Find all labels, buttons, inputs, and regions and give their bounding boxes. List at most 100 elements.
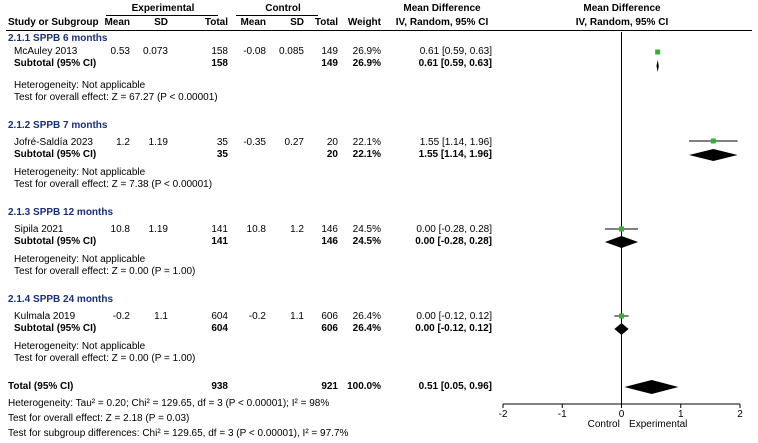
exp-sd: 1.19 [148,137,168,148]
subtotal-weight: 26.9% [352,58,381,69]
ci: 0.00 [-0.12, 0.12] [416,311,492,322]
ctl-mean: -0.2 [248,311,266,322]
total-ctl-total: 921 [321,381,338,392]
group-title: 2.1.2 SPPB 7 months [8,120,108,131]
ctl-sd: 0.085 [278,46,304,57]
exp-sd: 1.1 [154,311,168,322]
x-tick-label: -2 [499,409,508,420]
subtotal-diamond [614,323,629,335]
ctl-mean: -0.35 [243,137,266,148]
subtotal-exp-total: 604 [211,323,228,334]
subtotal-label: Subtotal (95% CI) [14,58,97,69]
total-overall-effect-text: Test for overall effect: Z = 2.18 (P = 0… [8,413,190,424]
weight: 24.5% [352,224,381,235]
experimental-rule [106,15,218,16]
total-weight: 100.0% [347,381,381,392]
plot-method-header: IV, Random, 95% CI [575,17,669,28]
exp-sd: 1.19 [148,224,168,235]
ctl-sd: 1.1 [290,311,304,322]
favours-control-label: Control [588,419,620,430]
subtotal-ctl-total: 149 [321,58,338,69]
subtotal-ctl-total: 20 [326,149,338,160]
ctl-mean: -0.08 [243,46,266,57]
overall-effect-text: Test for overall effect: Z = 67.27 (P < … [14,92,218,103]
mean-difference-plot-header: Mean Difference [583,3,661,14]
subtotal-ci: 0.61 [0.59, 0.63] [418,58,492,69]
col-exp-sd: SD [154,17,168,28]
x-tick-label: -1 [558,409,567,420]
exp-total: 604 [211,311,228,322]
overall-effect-text: Test for overall effect: Z = 0.00 (P = 1… [14,266,196,277]
x-tick-label: 0 [619,409,625,420]
ctl-mean: 10.8 [246,224,266,235]
heterogeneity-text: Heterogeneity: Not applicable [14,254,146,265]
subtotal-exp-total: 141 [211,236,228,247]
col-ctl-total: Total [314,17,338,28]
study-square [619,313,624,319]
overall-effect-text: Test for overall effect: Z = 7.38 (P < 0… [14,179,213,190]
header-rule [6,30,752,31]
total-ci: 0.51 [0.05, 0.96] [418,381,492,392]
subtotal-weight: 24.5% [352,236,381,247]
study-name: Kulmala 2019 [14,311,76,322]
subtotal-diamond [604,236,639,248]
overall-effect-text: Test for overall effect: Z = 0.00 (P = 1… [14,353,196,364]
heterogeneity-text: Heterogeneity: Not applicable [14,167,146,178]
group-title: 2.1.1 SPPB 6 months [8,33,108,44]
subtotal-ci: 1.55 [1.14, 1.96] [418,149,492,160]
mean-difference-header: Mean Difference [403,3,481,14]
group-title: 2.1.3 SPPB 12 months [8,207,114,218]
ctl-total: 149 [321,46,338,57]
ctl-sd: 1.2 [290,224,304,235]
heterogeneity-text: Heterogeneity: Not applicable [14,341,146,352]
col-exp-total: Total [204,17,228,28]
ci: 0.00 [-0.28, 0.28] [416,224,492,235]
weight: 22.1% [352,137,381,148]
exp-total: 158 [211,46,228,57]
exp-sd: 0.073 [142,46,168,57]
subtotal-exp-total: 35 [216,149,228,160]
col-weight: Weight [347,17,381,28]
group-title: 2.1.4 SPPB 24 months [8,294,114,305]
weight: 26.9% [352,46,381,57]
subtotal-weight: 26.4% [352,323,381,334]
study-name: Jofré-Saldía 2023 [14,137,93,148]
subtotal-diamond [656,60,659,72]
x-tick-label: 2 [737,409,743,420]
ctl-total: 606 [321,311,338,322]
ci: 1.55 [1.14, 1.96] [419,137,492,148]
control-header: Control [265,3,301,14]
experimental-header: Experimental [131,3,195,14]
subtotal-ctl-total: 606 [321,323,338,334]
subtotal-label: Subtotal (95% CI) [14,236,97,247]
subtotal-exp-total: 158 [211,58,228,69]
total-heterogeneity-text: Heterogeneity: Tau² = 0.20; Chi² = 129.6… [8,398,330,409]
favours-experimental-label: Experimental [629,419,687,430]
study-name: McAuley 2013 [14,46,78,57]
subtotal-ci: 0.00 [-0.28, 0.28] [415,236,492,247]
exp-mean: 0.53 [110,46,130,57]
col-study: Study or Subgroup [8,17,99,28]
overall-diamond [624,380,679,394]
exp-mean: 10.8 [110,224,130,235]
col-ctl-sd: SD [290,17,304,28]
total-label: Total (95% CI) [8,381,74,392]
subtotal-weight: 22.1% [352,149,381,160]
ctl-total: 20 [326,137,338,148]
ci: 0.61 [0.59, 0.63] [419,46,492,57]
ctl-total: 146 [321,224,338,235]
study-square [710,138,716,144]
exp-mean: -0.2 [112,311,130,322]
heterogeneity-text: Heterogeneity: Not applicable [14,80,146,91]
control-rule [236,15,318,16]
subtotal-label: Subtotal (95% CI) [14,323,97,334]
exp-total: 35 [216,137,228,148]
subgroup-differences-text: Test for subgroup differences: Chi² = 12… [8,428,349,439]
col-exp-mean: Mean [104,17,130,28]
study-square [655,49,661,55]
col-ci: IV, Random, 95% CI [395,17,489,28]
col-ctl-mean: Mean [240,17,266,28]
exp-mean: 1.2 [116,137,130,148]
